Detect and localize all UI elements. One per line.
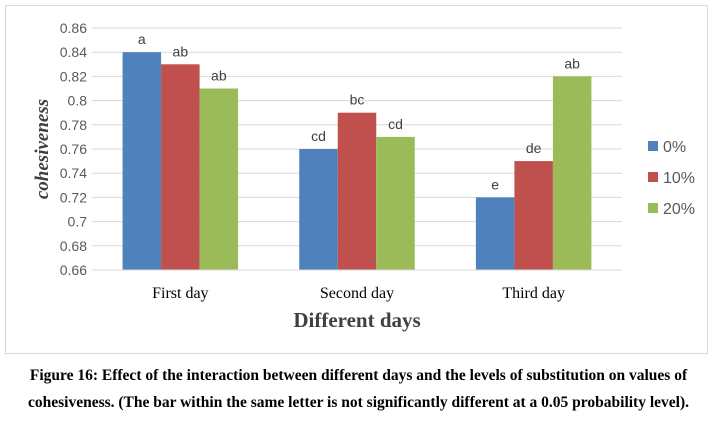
- x-tick-label: Second day: [320, 285, 394, 302]
- y-tick-label: 0.8: [68, 93, 88, 109]
- bar: [337, 112, 377, 270]
- y-tick-label: 0.82: [60, 68, 87, 84]
- caption-line-1: Figure 16: Effect of the interaction bet…: [29, 367, 688, 384]
- y-tick-label: 0.66: [60, 262, 87, 278]
- x-tick-label: First day: [152, 285, 208, 302]
- legend-swatch: [648, 141, 658, 151]
- bar: [299, 149, 338, 270]
- bar-chart: 0.66 0.68 0.7 0.72 0.74 0.76 0.78 0.8 0.82 0.84 0.…: [32, 20, 695, 332]
- x-tick-label: Third day: [502, 285, 565, 302]
- legend-label: 10%: [663, 170, 695, 187]
- bar: [161, 64, 200, 270]
- figure-caption: Figure 16: Effect of the interaction bet…: [0, 362, 717, 416]
- y-tick-label: 0.76: [60, 141, 87, 157]
- y-tick-label: 0.86: [60, 20, 87, 36]
- bar-significance-label: e: [491, 176, 499, 192]
- legend-label: 20%: [663, 201, 695, 218]
- bar-significance-label: ab: [173, 43, 189, 59]
- legend-label: 0%: [663, 139, 686, 156]
- bar-significance-label: bc: [350, 92, 365, 108]
- bar-significance-label: ab: [564, 55, 580, 71]
- bar-significance-label: ab: [211, 68, 227, 84]
- bar: [475, 197, 515, 270]
- y-tick-label: 0.84: [60, 44, 87, 60]
- y-tick-label: 0.78: [60, 117, 87, 133]
- legend-swatch: [648, 172, 658, 182]
- bar: [552, 76, 592, 271]
- y-tick-label: 0.74: [60, 165, 87, 181]
- bar: [122, 52, 162, 271]
- y-tick-label: 0.7: [68, 214, 88, 230]
- y-tick-label: 0.72: [60, 189, 87, 205]
- caption-line-2: cohesiveness. (The bar within the same l…: [27, 394, 689, 411]
- y-axis-title: cohesiveness: [32, 99, 53, 199]
- x-axis-title: Different days: [293, 308, 420, 332]
- bar: [199, 88, 239, 270]
- bar: [514, 161, 553, 270]
- bar-significance-label: cd: [388, 116, 403, 132]
- y-tick-label: 0.68: [60, 238, 87, 254]
- bar-significance-label: a: [138, 31, 146, 47]
- legend-swatch: [648, 203, 658, 213]
- bar-significance-label: de: [526, 140, 542, 156]
- bar: [376, 136, 415, 270]
- bar-significance-label: cd: [311, 128, 326, 144]
